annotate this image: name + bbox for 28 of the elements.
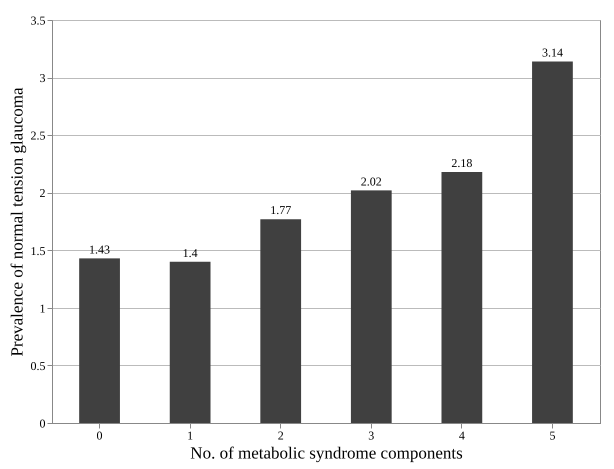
bar [350, 190, 392, 423]
bar [532, 61, 573, 423]
y-axis-title: Prevalence of normal tension glaucoma [8, 87, 26, 357]
bar [441, 172, 482, 423]
x-tick-label: 0 [96, 428, 103, 442]
bar [170, 262, 211, 423]
x-tick-label: 4 [458, 428, 465, 442]
y-tick-label: 0 [40, 416, 46, 430]
x-tick-label: 3 [368, 428, 374, 442]
data-label: 1.77 [270, 203, 292, 218]
data-label: 2.02 [360, 174, 382, 188]
y-tick-label: 3 [40, 71, 46, 86]
bar [79, 258, 120, 423]
x-tick-label: 2 [278, 428, 284, 442]
x-axis-title: No. of metabolic syndrome components [190, 444, 463, 462]
y-tick-label: 2 [40, 186, 46, 200]
x-tick-label: 5 [549, 428, 556, 442]
y-tick-label: 3.5 [30, 14, 46, 28]
data-label: 2.18 [451, 156, 472, 170]
y-tick-label: 2.5 [30, 128, 46, 143]
bar [260, 219, 302, 423]
y-tick-label: 1 [40, 301, 46, 316]
y-tick-label: 0.5 [30, 358, 46, 373]
x-tick-label: 1 [187, 428, 194, 442]
data-label: 1.4 [182, 246, 198, 260]
y-tick-label: 1.5 [30, 244, 46, 258]
data-label: 3.14 [542, 45, 563, 60]
data-label: 1.43 [89, 242, 110, 256]
